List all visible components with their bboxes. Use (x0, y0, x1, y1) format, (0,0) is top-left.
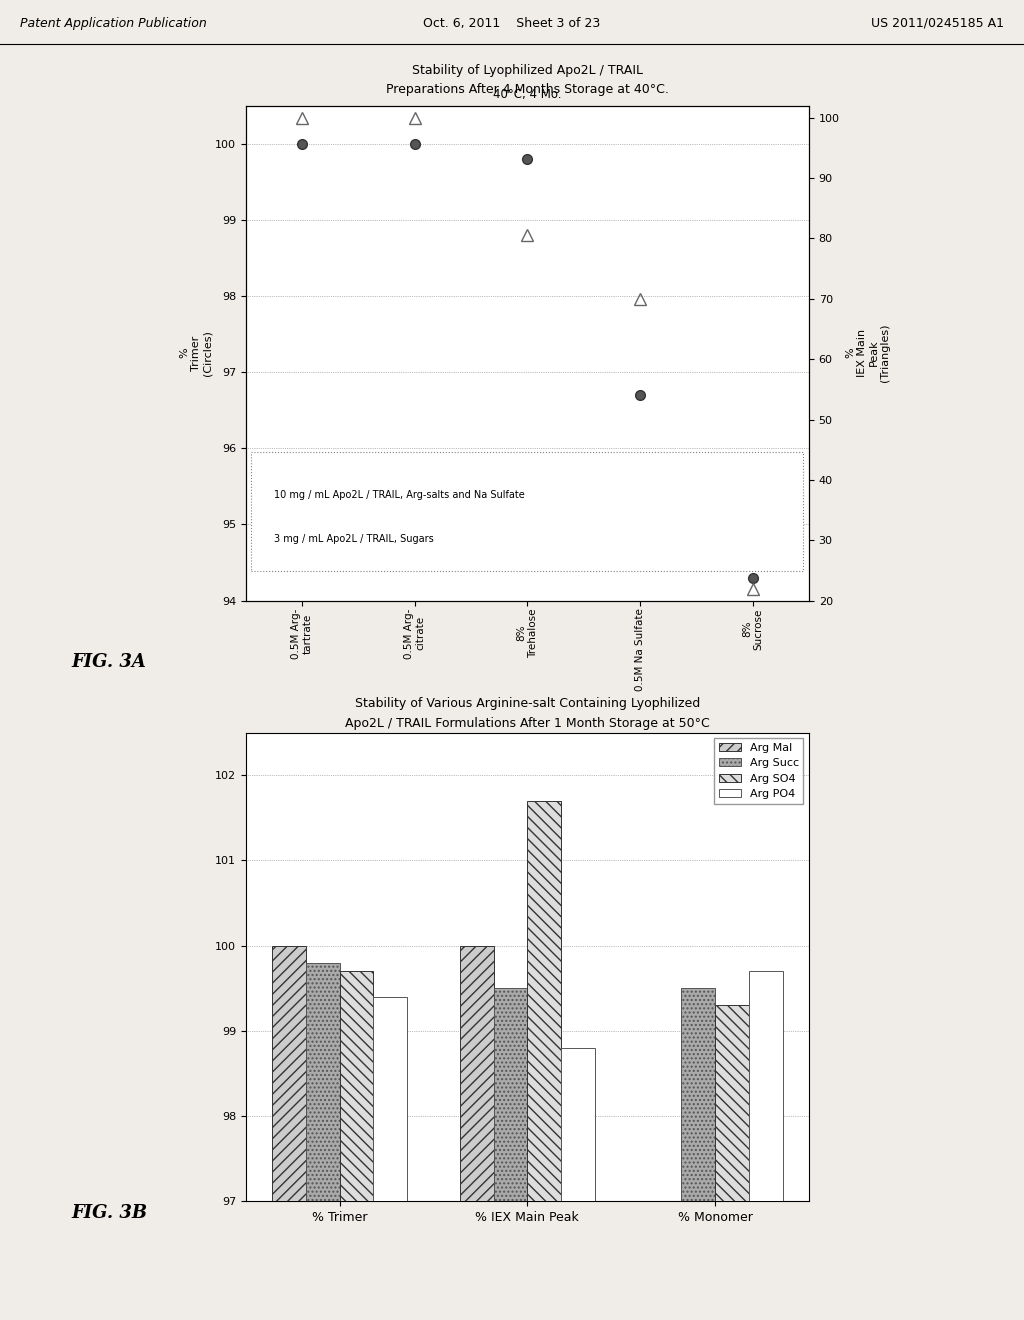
Text: Stability of Lyophilized Apo2L / TRAIL: Stability of Lyophilized Apo2L / TRAIL (412, 63, 643, 77)
Bar (527, 801, 561, 1320)
Text: FIG. 3B: FIG. 3B (72, 1204, 147, 1222)
Bar (494, 989, 527, 1320)
Text: FIG. 3A: FIG. 3A (72, 653, 146, 672)
Bar (749, 972, 782, 1320)
FancyBboxPatch shape (252, 451, 803, 570)
Text: Patent Application Publication: Patent Application Publication (20, 17, 207, 29)
Bar (460, 945, 494, 1320)
Y-axis label: %
IEX Main
Peak
(Triangles): % IEX Main Peak (Triangles) (845, 323, 890, 383)
Text: Preparations After 4 Months Storage at 40°C.: Preparations After 4 Months Storage at 4… (386, 83, 669, 96)
Bar (374, 997, 408, 1320)
Bar (306, 962, 340, 1320)
Y-axis label: %
Trimer
(Circles): % Trimer (Circles) (179, 330, 212, 376)
Text: Apo2L / TRAIL Formulations After 1 Month Storage at 50°C: Apo2L / TRAIL Formulations After 1 Month… (345, 717, 710, 730)
Bar (561, 1048, 595, 1320)
Bar (681, 989, 715, 1320)
Text: 3 mg / mL Apo2L / TRAIL, Sugars: 3 mg / mL Apo2L / TRAIL, Sugars (274, 533, 434, 544)
Text: 40°C, 4 Mo.: 40°C, 4 Mo. (494, 87, 561, 100)
Text: Oct. 6, 2011    Sheet 3 of 23: Oct. 6, 2011 Sheet 3 of 23 (423, 17, 601, 29)
Bar (715, 1006, 749, 1320)
Text: Stability of Various Arginine-salt Containing Lyophilized: Stability of Various Arginine-salt Conta… (354, 697, 700, 710)
Legend: Arg Mal, Arg Succ, Arg SO4, Arg PO4: Arg Mal, Arg Succ, Arg SO4, Arg PO4 (715, 738, 804, 804)
Bar (272, 945, 306, 1320)
Text: 10 mg / mL Apo2L / TRAIL, Arg-salts and Na Sulfate: 10 mg / mL Apo2L / TRAIL, Arg-salts and … (274, 490, 524, 500)
Text: US 2011/0245185 A1: US 2011/0245185 A1 (870, 17, 1004, 29)
Bar (340, 972, 374, 1320)
